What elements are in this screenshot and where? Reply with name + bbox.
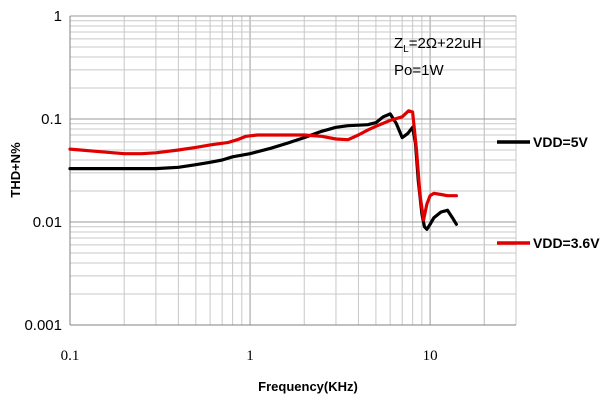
- annotation-load-sub: L: [403, 44, 409, 55]
- legend: VDD=5V VDD=3.6V: [497, 134, 600, 251]
- grid: [69, 15, 517, 326]
- tick-labels: 0.001 0.01 0.1 1 0.1 1 10: [24, 8, 437, 364]
- annotation-box: ZL=2Ω+22uH Po=1W: [394, 35, 482, 79]
- x-tick-label: 1: [246, 348, 254, 364]
- y-tick-label: 0.001: [24, 317, 62, 334]
- y-axis-label: THD+N%: [8, 142, 23, 198]
- x-axis-label: Frequency(KHz): [258, 379, 358, 394]
- y-tick-label: 1: [54, 8, 62, 25]
- x-tick-label: 10: [423, 348, 438, 364]
- x-tick-label: 0.1: [61, 348, 80, 364]
- legend-label: VDD=5V: [533, 134, 589, 150]
- annotation-load: ZL=2Ω+22uH: [394, 35, 482, 55]
- annotation-power: Po=1W: [394, 62, 444, 79]
- y-tick-label: 0.01: [33, 214, 62, 231]
- series-line-vdd-3-6v: [68, 109, 458, 222]
- axes: [69, 16, 516, 326]
- annotation-load-rest: =2Ω+22uH: [409, 35, 482, 52]
- series-line-vdd-5v: [68, 112, 458, 231]
- y-tick-label: 0.1: [41, 111, 62, 128]
- annotation-load-prefix: Z: [394, 35, 403, 52]
- series-lines: [68, 109, 458, 231]
- legend-label: VDD=3.6V: [533, 235, 600, 251]
